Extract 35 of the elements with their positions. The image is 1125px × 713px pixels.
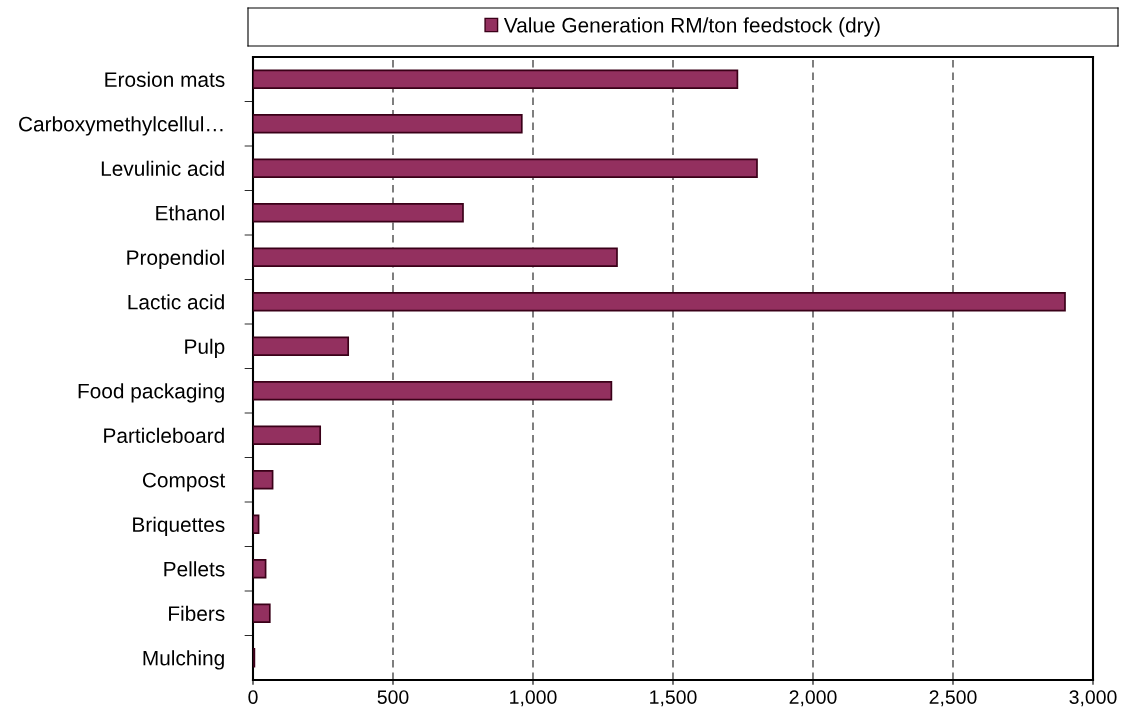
bar: [253, 69, 739, 89]
bar: [253, 114, 523, 134]
x-tick-label: 2,000: [789, 690, 837, 707]
bar: [253, 381, 613, 401]
y-tick-label: Pulp: [185, 338, 225, 359]
y-tick-label: Compost: [142, 472, 226, 492]
x-tick-label: 0: [248, 690, 258, 704]
y-tick-label: Food packaging: [78, 383, 224, 403]
x-tick-label: 1,000: [510, 690, 557, 707]
bar: [253, 603, 271, 623]
x-tick-label: 1,500: [650, 690, 697, 707]
x-tick-label: 3,000: [1069, 690, 1117, 707]
y-tick-label: Particleboard: [104, 427, 224, 443]
y-tick-label: Briquettes: [133, 516, 225, 537]
bar: [253, 292, 1066, 312]
y-tick-label: Mulching: [143, 650, 224, 670]
y-tick-label: Ethanol: [156, 205, 224, 221]
bar: [253, 247, 618, 267]
bar: [253, 158, 758, 178]
y-tick-label: Lactic acid: [128, 294, 224, 310]
bar: [253, 514, 260, 534]
legend-label: Value Generation RM/ton feedstock (dry): [503, 17, 880, 37]
bar: [253, 470, 274, 490]
y-tick-label: Propendiol: [127, 249, 224, 270]
y-tick-label: Carboxymethylcellul…: [19, 116, 223, 136]
y-tick-label: Erosion mats: [105, 71, 225, 87]
bar: [253, 203, 464, 223]
bar: [253, 425, 322, 445]
bar: [253, 559, 267, 579]
y-tick-label: Pellets: [164, 561, 225, 577]
bar: [253, 336, 350, 356]
y-tick-label: Levulinic acid: [101, 160, 224, 176]
x-tick-label: 500: [377, 690, 409, 704]
x-tick-label: 2,500: [929, 690, 977, 707]
y-tick-label: Fibers: [169, 605, 225, 621]
